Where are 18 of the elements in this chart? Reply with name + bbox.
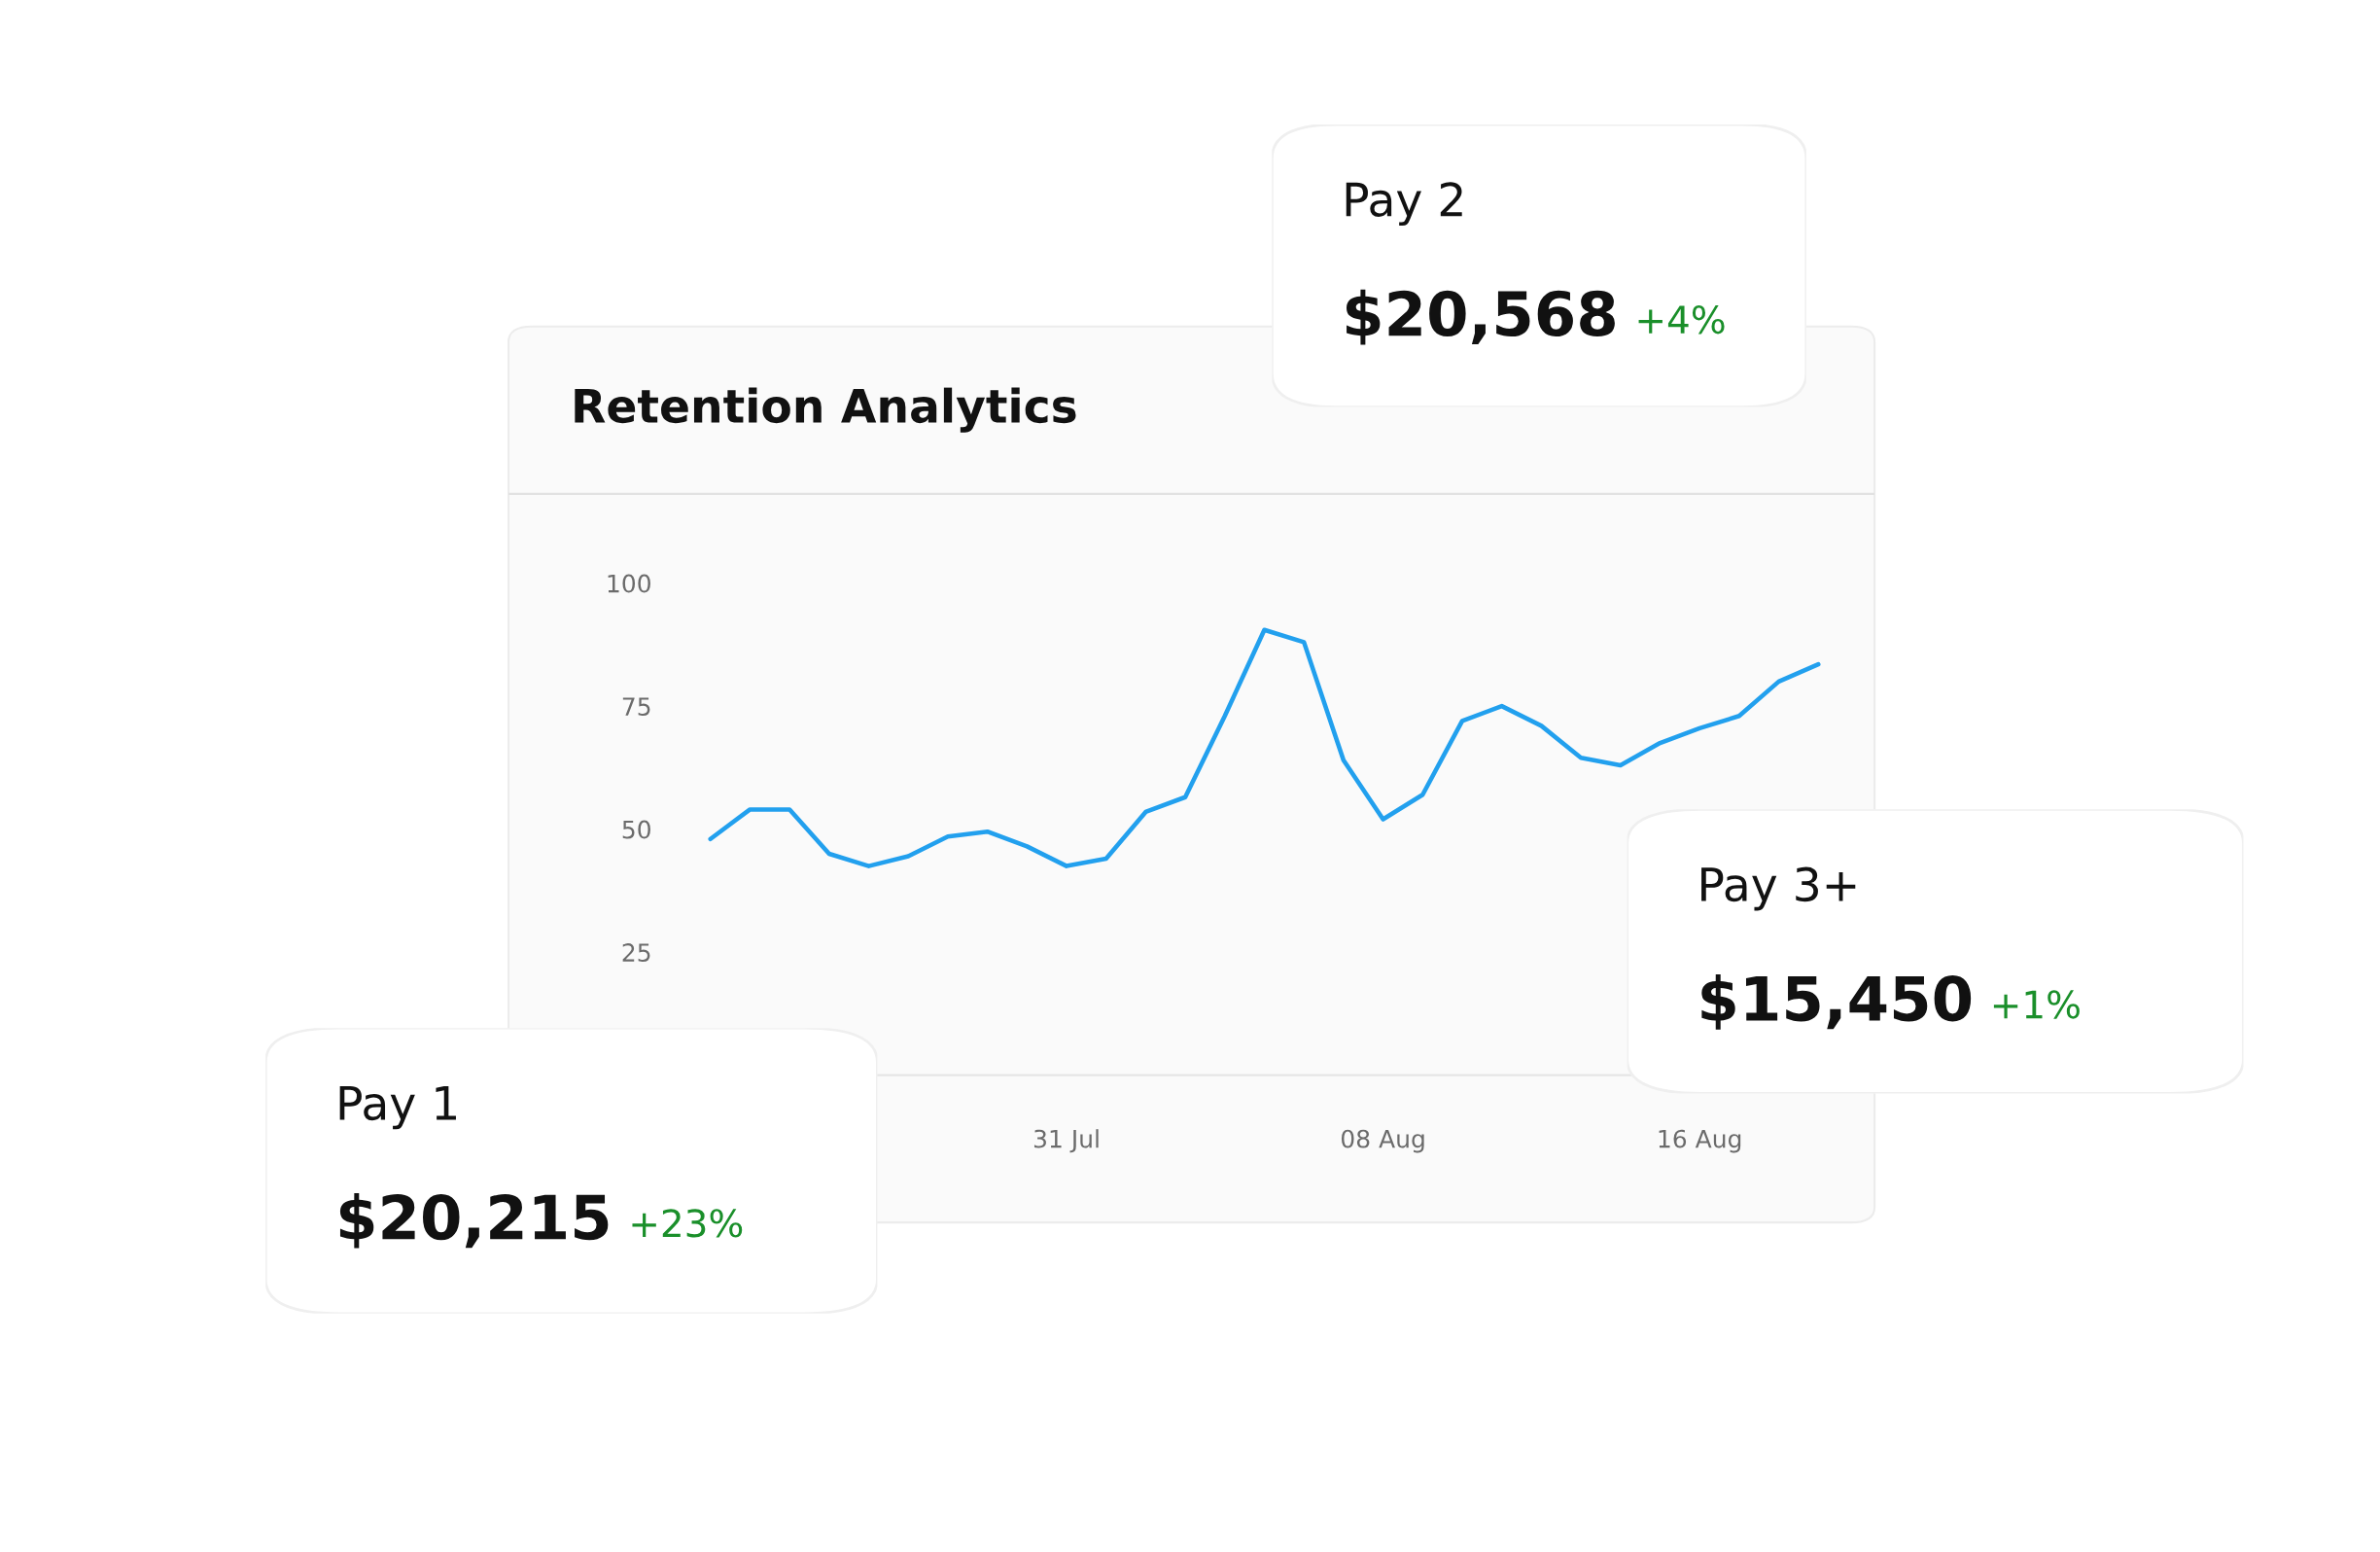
text: +4% <box>1638 304 1725 335</box>
x-tick-label: 08 Aug <box>1341 1129 1424 1153</box>
text: $20,215 <box>339 1192 609 1249</box>
text: Pay 1 <box>339 1086 456 1130</box>
y-tick-label: 25 <box>622 943 650 962</box>
y-tick-label: 75 <box>622 697 650 717</box>
text: +23% <box>632 1209 743 1238</box>
text: $20,568 <box>1347 289 1615 345</box>
x-tick-label: 31 Jul <box>1033 1129 1099 1153</box>
line-series <box>708 627 1821 868</box>
y-tick-label: 50 <box>622 820 650 839</box>
text: +1% <box>1993 990 2080 1019</box>
y-tick-label: 100 <box>608 574 650 593</box>
text: Pay 2 <box>1346 182 1462 227</box>
x-tick-label: 16 Aug <box>1659 1129 1741 1153</box>
annotation: $15,450 <box>1701 974 1972 1030</box>
chart-title: Retention Analytics <box>575 387 1076 433</box>
annotation: Pay 3+ <box>1701 866 1856 911</box>
